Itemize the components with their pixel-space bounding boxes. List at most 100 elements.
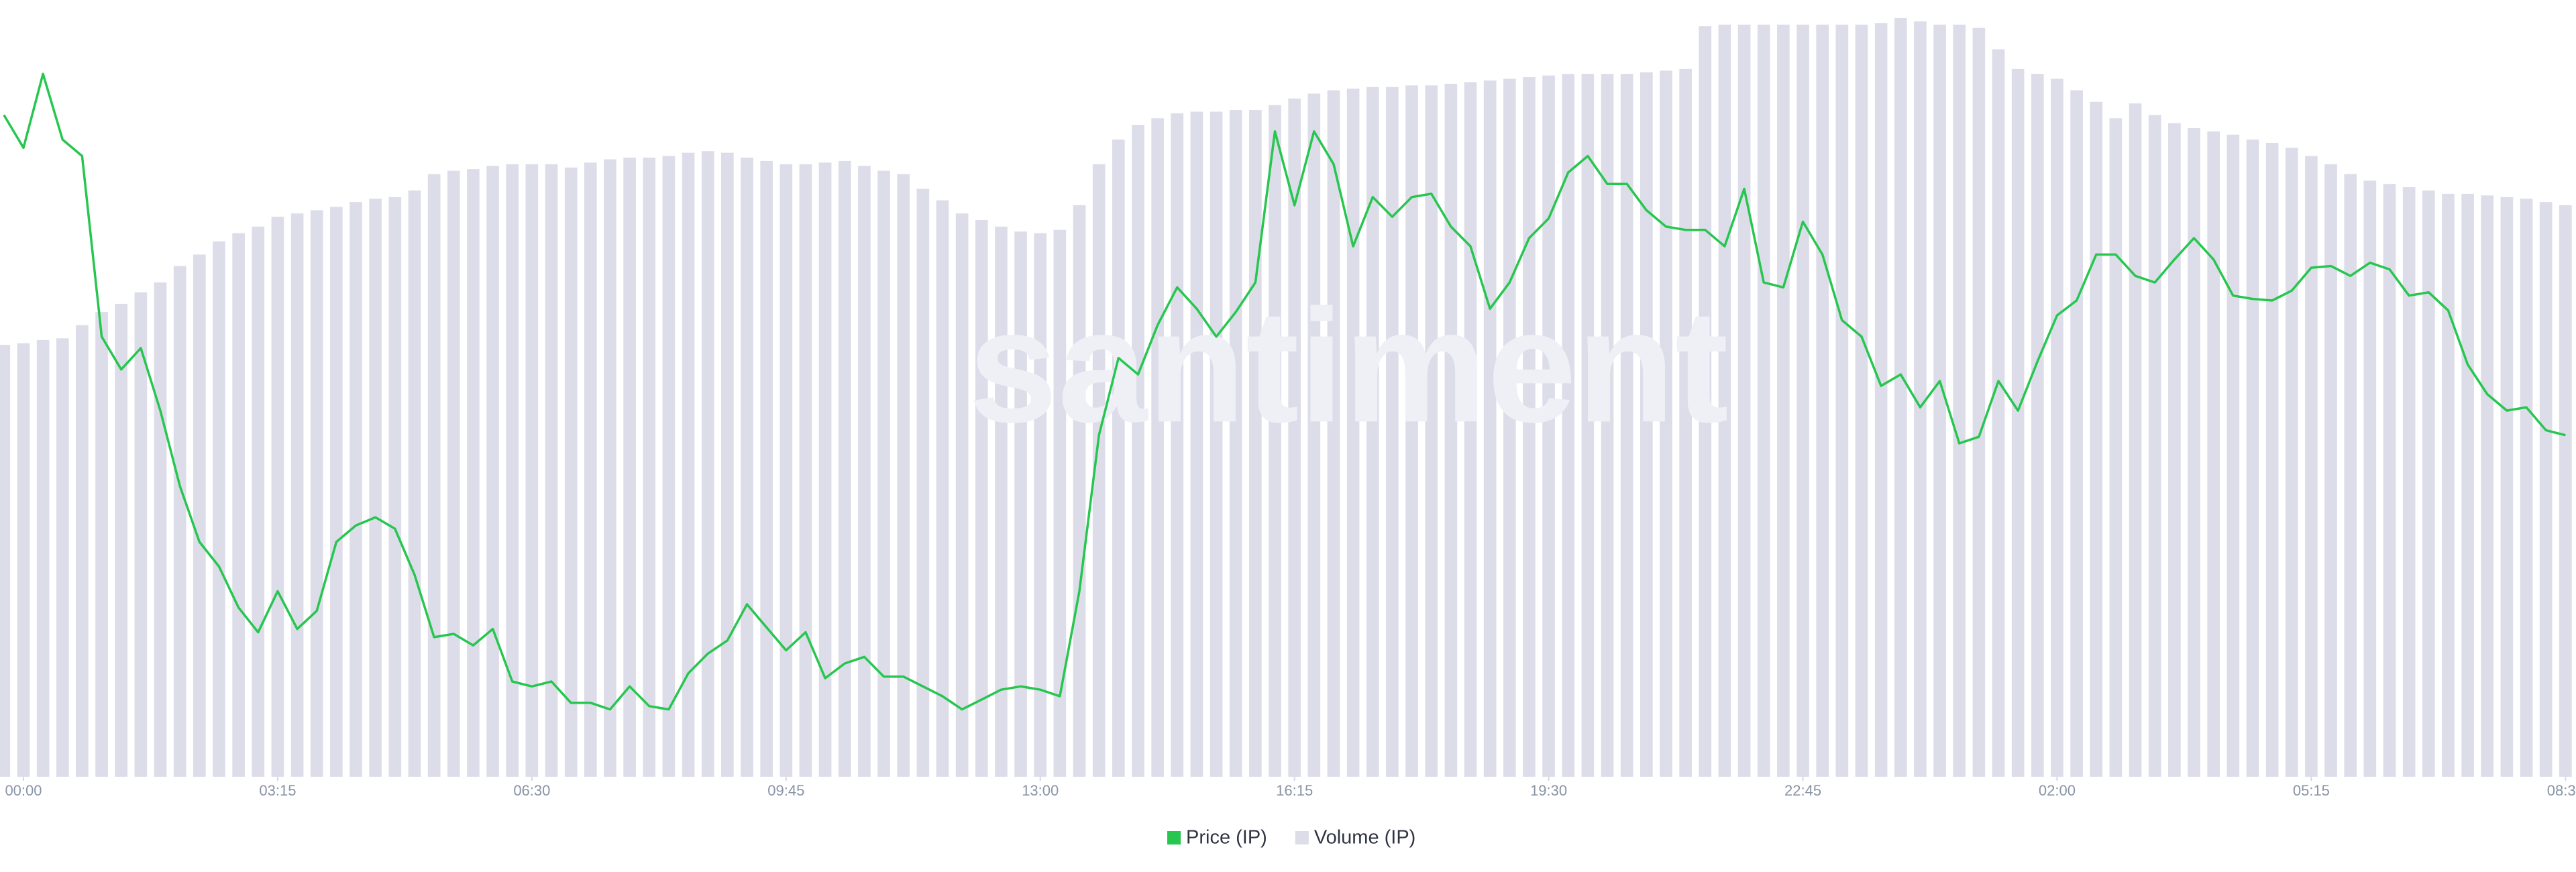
volume-bar (2481, 195, 2494, 777)
x-tick-label: 02:00 (2039, 782, 2076, 799)
volume-bar (623, 158, 636, 777)
volume-bar (17, 343, 30, 777)
volume-bar (2109, 118, 2123, 777)
volume-bar (1483, 80, 1497, 777)
volume-bar (1874, 23, 1888, 777)
volume-bar (701, 151, 714, 777)
volume-bar (1972, 28, 1986, 777)
volume-bar (1034, 233, 1047, 777)
volume-bar (330, 207, 343, 777)
volume-bar (564, 167, 578, 777)
volume-bar (506, 164, 519, 777)
volume-bar (271, 217, 284, 777)
volume-bar (76, 325, 89, 777)
volume-bar (2422, 190, 2435, 777)
x-tick-label: 03:15 (259, 782, 296, 799)
volume-bar (1620, 74, 1633, 777)
volume-bar (2285, 148, 2298, 777)
volume-bar (447, 170, 460, 777)
volume-bar (1151, 118, 1164, 777)
volume-bar (2226, 134, 2240, 777)
volume-bar (1992, 49, 2005, 777)
volume-bar (290, 213, 304, 777)
volume-bar (408, 190, 421, 777)
volume-bar (2265, 142, 2279, 777)
volume-bar (1835, 24, 1849, 777)
volume-bar (858, 166, 871, 777)
volume-bar (369, 199, 382, 777)
volume-bar (1307, 93, 1321, 777)
volume-bar (1777, 24, 1790, 777)
volume-bar (936, 200, 949, 777)
volume-bar (877, 170, 890, 777)
volume-bar (95, 312, 108, 777)
volume-bar (1660, 70, 1672, 777)
volume-bar (1386, 87, 1399, 777)
volume-bar (2520, 199, 2533, 777)
volume-bar (1190, 111, 1203, 777)
volume-bar (1210, 111, 1223, 777)
volume-bar (1757, 24, 1770, 777)
volume-bar (1073, 205, 1086, 777)
volume-bar (1699, 26, 1712, 777)
volume-bar (604, 159, 616, 777)
x-tick-label: 13:00 (1022, 782, 1059, 799)
volume-bar (2461, 193, 2474, 777)
x-tick-label: 09:45 (767, 782, 804, 799)
volume-bar (173, 266, 186, 777)
volume-bar (350, 202, 362, 777)
volume-bar (1640, 72, 1653, 777)
volume-bar (975, 220, 988, 777)
legend-label: Price (IP) (1186, 827, 1267, 849)
volume-bar (2051, 78, 2063, 777)
volume-bar (897, 174, 910, 777)
volume-bar (799, 164, 812, 777)
legend-label: Volume (IP) (1314, 827, 1416, 849)
volume-bar (1601, 74, 1614, 777)
volume-bar (2090, 101, 2103, 777)
legend-swatch (1295, 831, 1309, 844)
volume-bar (1581, 74, 1595, 777)
volume-bar (2402, 187, 2416, 777)
volume-bar (838, 160, 851, 777)
volume-bar (1894, 17, 1907, 777)
volume-bar (2129, 103, 2142, 777)
volume-bar (1269, 105, 1281, 777)
volume-bar (780, 164, 793, 777)
volume-bar (1092, 164, 1106, 777)
volume-bar (1718, 24, 1731, 777)
volume-bar (2305, 156, 2318, 777)
volume-bar (2148, 115, 2161, 777)
x-tick-label: 05:15 (2293, 782, 2330, 799)
volume-bar (721, 152, 734, 777)
volume-bar (818, 162, 832, 777)
volume-bar (1014, 231, 1027, 777)
volume-bar (1953, 24, 1966, 777)
volume-bar (115, 303, 128, 777)
volume-bar (1737, 24, 1751, 777)
volume-bar (584, 162, 597, 777)
volume-bar (1444, 83, 1458, 777)
volume-bar (1171, 113, 1184, 777)
volume-bar (2246, 140, 2259, 777)
volume-bar (1288, 98, 1301, 777)
volume-bar (213, 241, 225, 777)
volume-bar (467, 169, 480, 777)
volume-bar (662, 156, 676, 777)
volume-bar (1914, 21, 1927, 777)
volume-bar (916, 188, 930, 777)
volume-bar (955, 213, 969, 777)
volume-bar (252, 226, 265, 777)
volume-bar (310, 210, 323, 777)
watermark: santiment (968, 276, 1729, 455)
x-tick-label: 16:15 (1276, 782, 1313, 799)
price-line (3, 72, 2566, 711)
volume-bar (741, 158, 753, 777)
volume-bar (486, 166, 499, 777)
volume-bar (545, 164, 558, 777)
volume-bar (2344, 174, 2357, 777)
volume-bar (1562, 74, 1575, 777)
volume-bar (1523, 77, 1536, 777)
x-tick-label: 06:30 (513, 782, 550, 799)
